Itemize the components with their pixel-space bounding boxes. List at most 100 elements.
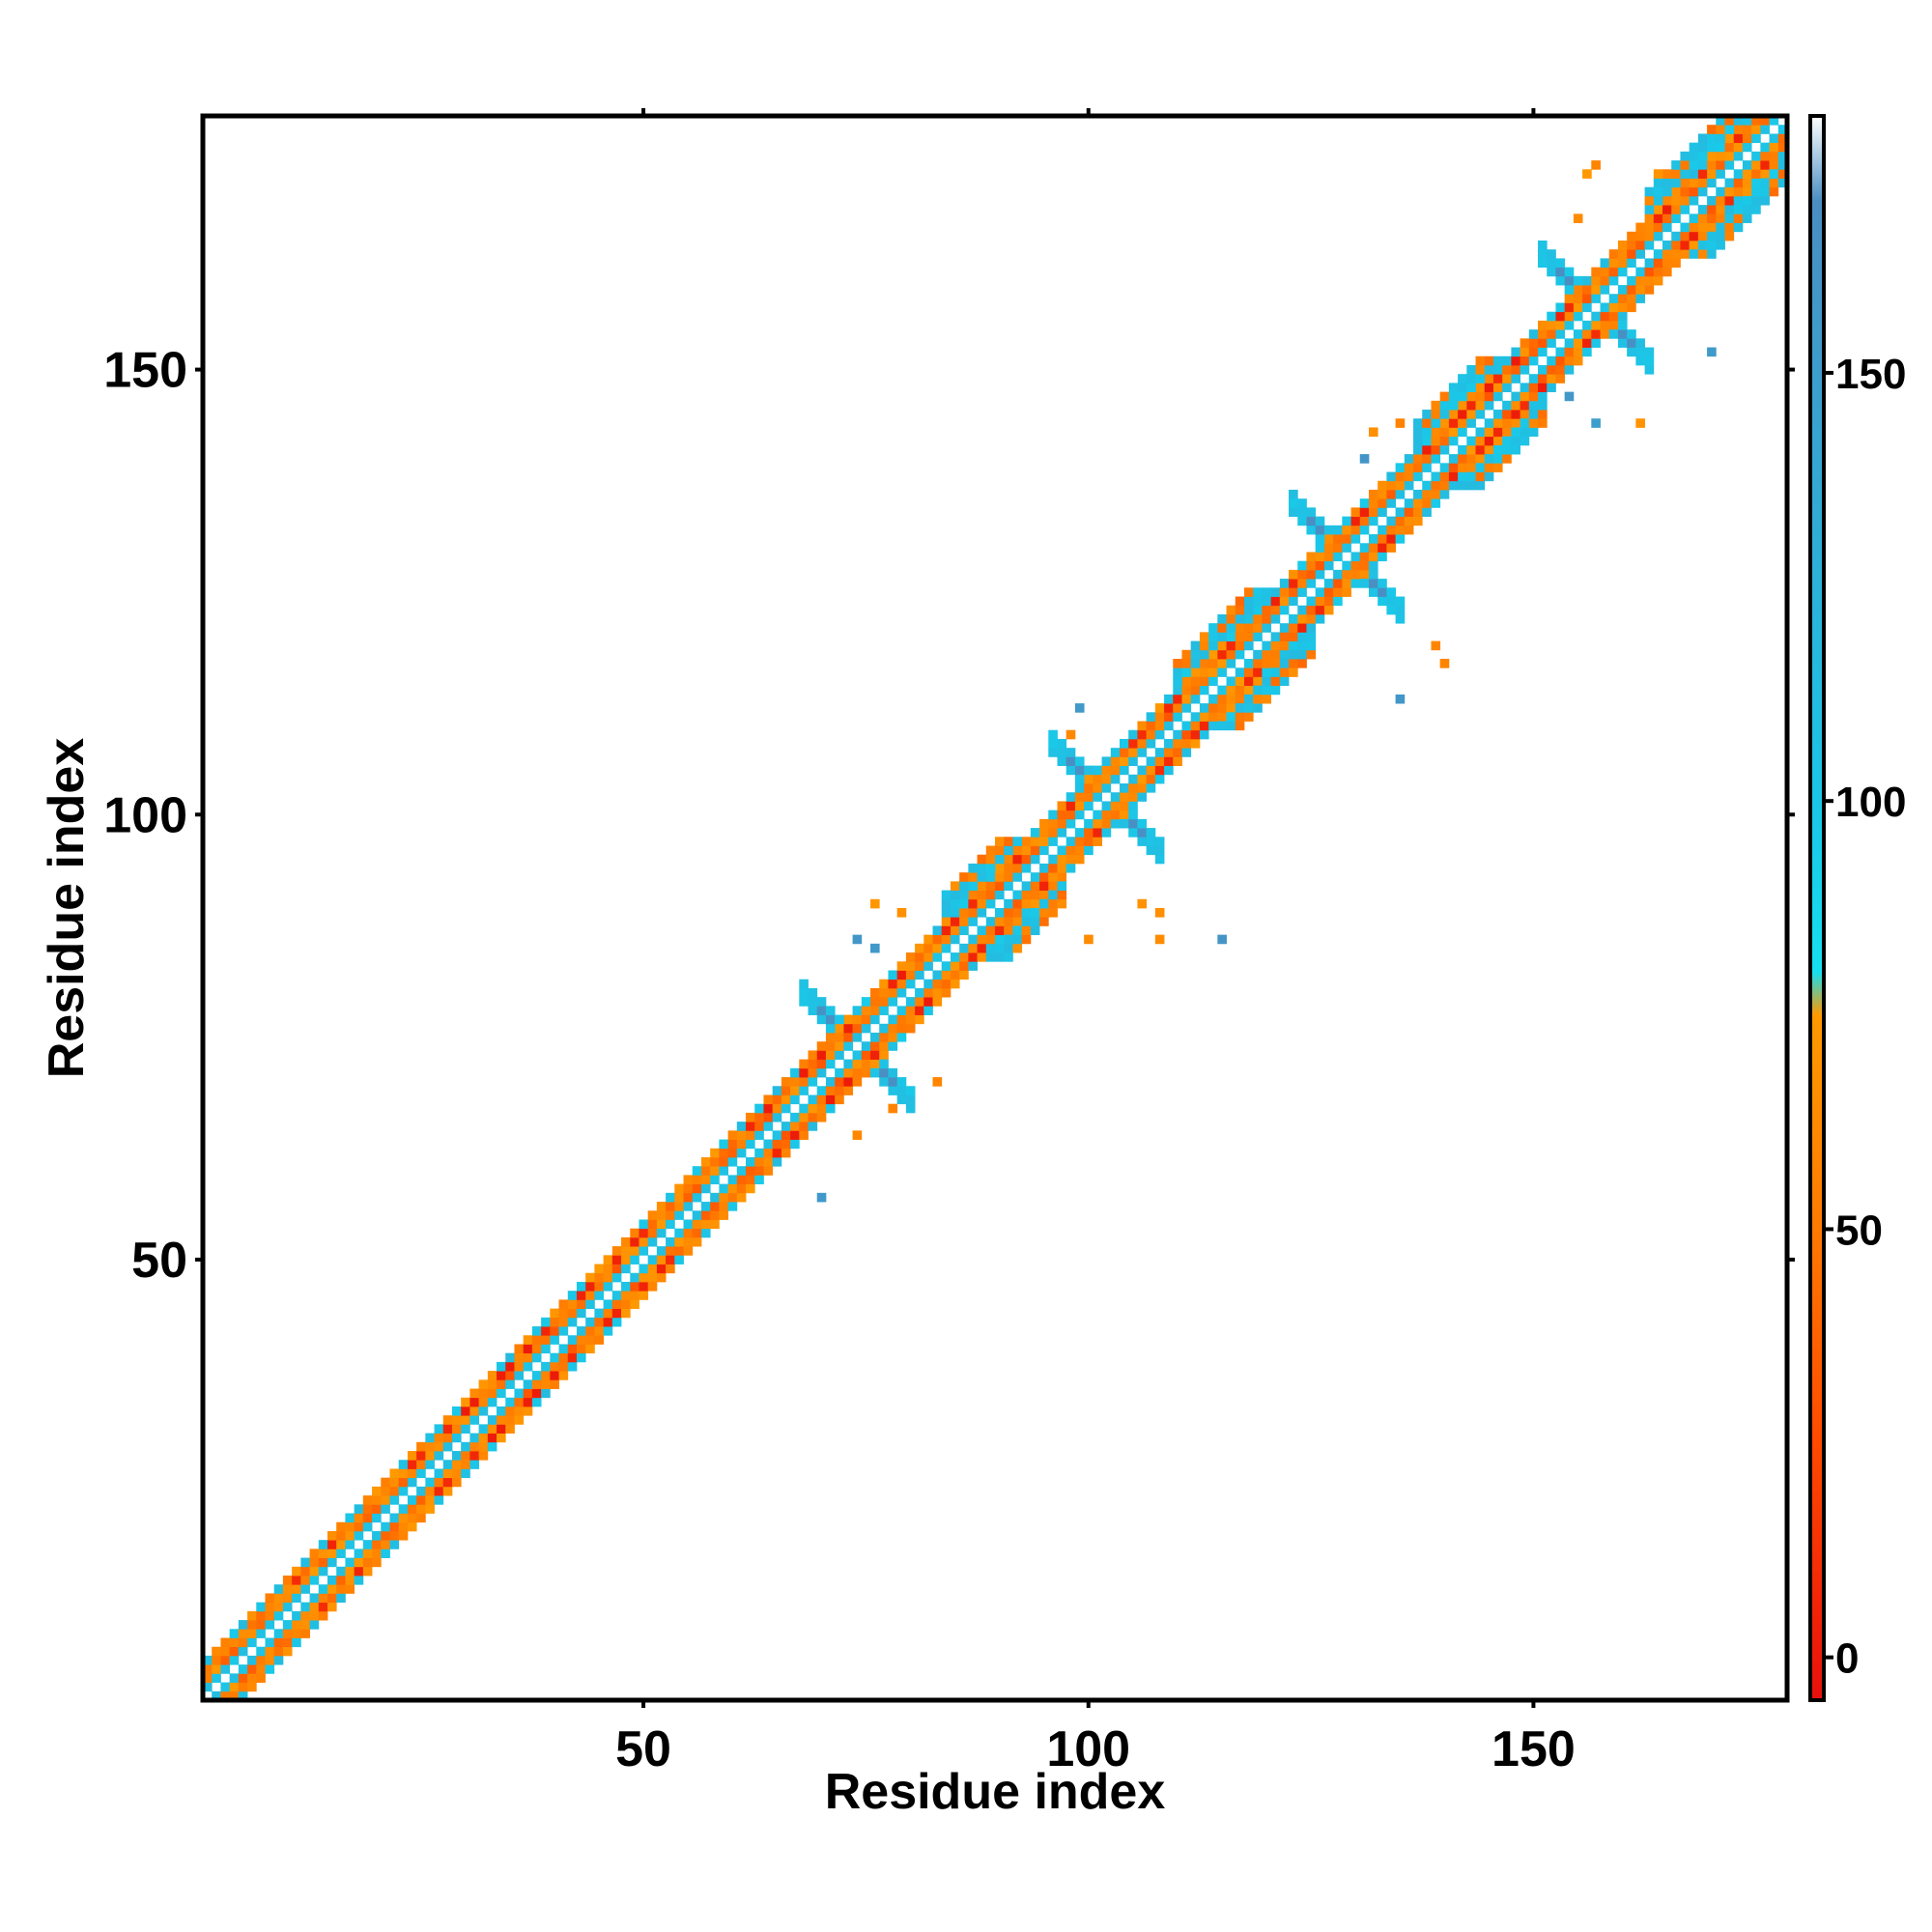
heatmap-cell (594, 1291, 604, 1300)
heatmap-cell (1181, 649, 1192, 660)
heatmap-cell (1502, 364, 1512, 375)
heatmap-cell (256, 1673, 266, 1683)
heatmap-cell (1413, 471, 1423, 482)
heatmap-cell (567, 1335, 578, 1345)
heatmap-cell (1074, 828, 1085, 838)
heatmap-cell (372, 1557, 382, 1568)
heatmap-cell (843, 1032, 853, 1042)
heatmap-cell (1315, 560, 1325, 571)
heatmap-cell (1608, 302, 1619, 313)
heatmap-cell (1048, 854, 1058, 865)
heatmap-cell (336, 1576, 346, 1585)
heatmap-cell (1528, 355, 1539, 366)
colorbar-tick-label: 100 (1835, 779, 1906, 826)
heatmap-cell (1270, 613, 1281, 624)
heatmap-cell (1243, 703, 1254, 713)
heatmap-cell (469, 1388, 480, 1399)
heatmap-cell (923, 997, 933, 1007)
heatmap-cell (719, 1156, 728, 1167)
heatmap-cell (531, 1379, 542, 1389)
heatmap-cell (327, 1593, 337, 1604)
heatmap-cell (1315, 552, 1325, 562)
heatmap-cell (541, 1379, 551, 1389)
heatmap-cell (451, 1415, 462, 1425)
heatmap-cell (1653, 275, 1663, 286)
heatmap-cell (985, 890, 996, 900)
heatmap-cell (1173, 659, 1182, 668)
heatmap-cell (1617, 240, 1628, 250)
heatmap-cell (1608, 249, 1619, 259)
heatmap-cell (763, 1156, 774, 1167)
heatmap-cell (1146, 712, 1156, 722)
heatmap-cell (1226, 694, 1236, 704)
heatmap-cell (1262, 685, 1272, 696)
heatmap-cell (1520, 427, 1530, 438)
heatmap-cell (950, 979, 960, 989)
heatmap-cell (959, 908, 969, 918)
heatmap-cell (985, 854, 996, 865)
heatmap-cell (852, 1050, 863, 1061)
heatmap-cell (1084, 792, 1094, 802)
heatmap-cell (1065, 854, 1076, 865)
heatmap-cell (1635, 347, 1645, 357)
heatmap-cell (1716, 205, 1725, 214)
heatmap-cell (1350, 579, 1361, 588)
colorbar-tick-label: 0 (1835, 1635, 1859, 1683)
heatmap-cell (434, 1433, 444, 1443)
heatmap-cell (1751, 160, 1761, 170)
heatmap-cell (362, 1566, 373, 1577)
heatmap-cell (1297, 623, 1307, 633)
heatmap-cell (1279, 632, 1290, 641)
heatmap-cell (1021, 890, 1032, 900)
heatmap-cell (1057, 801, 1067, 811)
heatmap-cell (1502, 418, 1512, 428)
heatmap-cell (816, 1067, 827, 1078)
heatmap-cell (1724, 178, 1735, 188)
heatmap-cell (1627, 302, 1636, 313)
heatmap-cell (1644, 355, 1655, 366)
heatmap-cell (816, 1050, 827, 1061)
heatmap-cell (523, 1361, 533, 1372)
heatmap-cell (941, 943, 952, 953)
heatmap-cell (896, 1023, 907, 1034)
heatmap-cell (541, 1344, 551, 1354)
heatmap-cell (336, 1540, 346, 1549)
heatmap-cell (1359, 525, 1370, 535)
heatmap-cell (915, 970, 924, 980)
heatmap-cell (1057, 863, 1067, 873)
heatmap-cell (1181, 748, 1192, 757)
heatmap-cell (229, 1655, 240, 1665)
heatmap-cell (835, 1094, 844, 1105)
heatmap-cell (1697, 169, 1708, 179)
heatmap-cell (1378, 489, 1387, 499)
heatmap-cell (273, 1610, 284, 1621)
heatmap-cell (932, 943, 943, 953)
heatmap-cell (781, 1103, 791, 1114)
heatmap-cell (1199, 729, 1209, 740)
heatmap-cell (1004, 925, 1013, 936)
heatmap-cell (808, 1112, 818, 1122)
heatmap-cell (1164, 748, 1174, 757)
heatmap-cell (1146, 845, 1156, 856)
heatmap-cell (1199, 640, 1209, 651)
heatmap-cell (1190, 712, 1201, 722)
heatmap-cell (1724, 205, 1735, 214)
heatmap-cell (1422, 480, 1432, 491)
heatmap-cell (1386, 480, 1396, 491)
heatmap-cell (1484, 454, 1494, 464)
heatmap-cell (1048, 729, 1058, 740)
heatmap-cell (1404, 454, 1414, 464)
heatmap-cell (497, 1415, 506, 1425)
heatmap-cell (1101, 818, 1112, 829)
heatmap-cell (354, 1576, 364, 1585)
heatmap-cell (1484, 444, 1494, 455)
heatmap-cell (1128, 738, 1138, 749)
heatmap-cell (1074, 801, 1085, 811)
heatmap-cell (451, 1424, 462, 1434)
heatmap-cell (1644, 222, 1655, 233)
heatmap-cell (603, 1255, 613, 1264)
heatmap-cell (985, 917, 996, 926)
heatmap-cell (1084, 783, 1094, 793)
heatmap-cell (1039, 863, 1049, 873)
heatmap-cell (550, 1326, 559, 1336)
